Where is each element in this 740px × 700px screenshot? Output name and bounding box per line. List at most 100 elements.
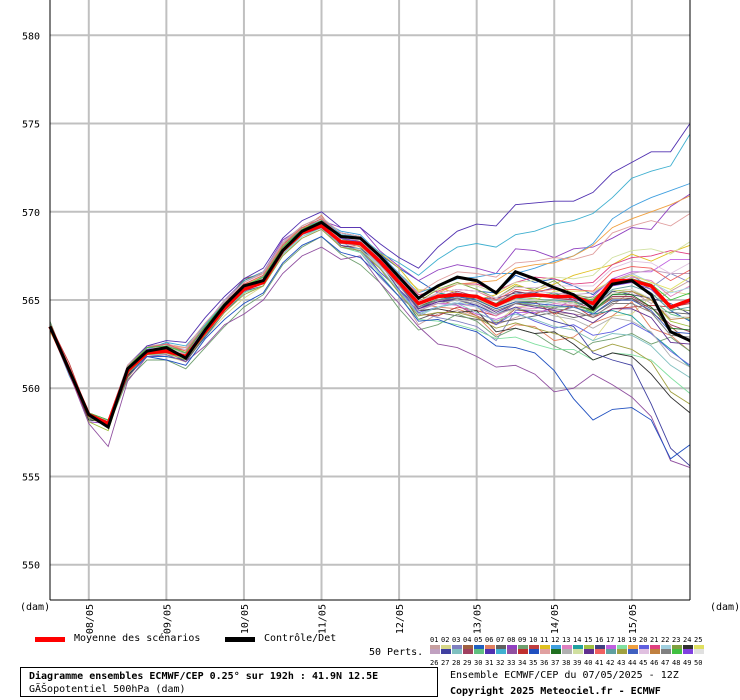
perturbation-line-32 — [49, 133, 691, 423]
y-tick-label: 570 — [22, 208, 40, 219]
pert-legend-number: 19 — [628, 636, 637, 644]
pert-legend-swatch — [474, 649, 484, 654]
pert-legend-number: 28 — [452, 659, 461, 667]
pert-legend-swatch — [507, 649, 517, 654]
pert-legend-number: 03 — [452, 636, 461, 644]
pert-legend-swatch — [529, 649, 539, 654]
pert-legend-number: 26 — [430, 659, 439, 667]
pert-legend-number: 32 — [496, 659, 505, 667]
pert-legend-swatch — [628, 645, 638, 650]
control-line — [48, 220, 691, 430]
diagram-subtitle: GÃŠopotentiel 500hPa (dam) — [29, 684, 186, 695]
pert-legend-swatch — [474, 645, 484, 650]
pert-legend-number: 02 — [441, 636, 450, 644]
pert-legend-number: 29 — [463, 659, 472, 667]
perturbation-line-38 — [49, 225, 691, 425]
pert-legend-swatch — [452, 645, 462, 650]
perturbation-line-35 — [49, 235, 691, 460]
pert-legend-swatch — [441, 645, 451, 650]
pert-legend-number: 37 — [551, 659, 560, 667]
pert-legend-number: 12 — [551, 636, 560, 644]
pert-legend-swatch — [485, 645, 495, 650]
y-tick-label: 555 — [22, 472, 40, 483]
main-series — [48, 220, 691, 430]
pert-legend-swatch — [540, 649, 550, 654]
pert-legend-number: 42 — [606, 659, 615, 667]
control-legend-swatch — [225, 637, 255, 642]
chart-axes: 550 555 560 565 570 575 580 08/05 09/05 10/05 11/0… — [20, 0, 740, 634]
pert-legend-number: 49 — [683, 659, 692, 667]
pert-legend-swatch — [562, 649, 572, 654]
mean-legend-swatch — [35, 637, 65, 642]
pert-legend-number: 40 — [584, 659, 593, 667]
pert-legend-swatch — [639, 645, 649, 650]
pert-legend-number: 16 — [595, 636, 604, 644]
pert-legend-number: 45 — [639, 659, 648, 667]
pert-legend-number: 33 — [507, 659, 516, 667]
pert-legend-swatch — [628, 649, 638, 654]
pert-legend-swatch — [463, 645, 473, 650]
pert-legend-swatch — [518, 645, 528, 650]
pert-legend-number: 35 — [529, 659, 538, 667]
pert-legend-swatch — [672, 645, 682, 650]
pert-legend-number: 46 — [650, 659, 659, 667]
x-tick-label: 13/05 — [473, 604, 484, 634]
pert-legend-number: 23 — [672, 636, 681, 644]
pert-legend-number: 22 — [661, 636, 670, 644]
pert-legend-number: 50 — [694, 659, 703, 667]
pert-legend-swatch — [452, 649, 462, 654]
perturbation-line-01 — [49, 221, 691, 423]
pert-legend-number: 04 — [463, 636, 472, 644]
y-tick-label: 580 — [22, 31, 40, 42]
pert-legend-number: 38 — [562, 659, 571, 667]
pert-legend-swatch — [694, 645, 704, 650]
pert-legend-number: 41 — [595, 659, 604, 667]
pert-legend-swatch — [694, 649, 704, 654]
pert-legend-number: 43 — [617, 659, 626, 667]
mean-legend-label: Moyenne des scénarios — [74, 633, 201, 644]
pert-legend-swatch — [430, 645, 440, 650]
diagram-title: Diagramme ensembles ECMWF/CEP 0.25° sur … — [29, 671, 379, 682]
ensemble-chart: 550 555 560 565 570 575 580 08/05 09/05 10/05 11/0… — [20, 0, 740, 634]
pert-legend-number: 05 — [474, 636, 483, 644]
pert-legend-swatch — [617, 645, 627, 650]
perturbation-line-09 — [49, 235, 691, 428]
y-tick-label: 565 — [22, 296, 40, 307]
pert-legend-swatch — [551, 649, 561, 654]
perturbation-line-27 — [49, 223, 691, 467]
pert-legend-number: 44 — [628, 659, 637, 667]
copyright-label: Copyright 2025 Meteociel.fr - ECMWF — [450, 686, 661, 697]
y-tick-label: 560 — [22, 384, 40, 395]
pert-legend-swatch — [639, 649, 649, 654]
pert-legend-number: 20 — [639, 636, 648, 644]
pert-legend-number: 27 — [441, 659, 450, 667]
perturbations-legend-label: 50 Perts. — [369, 647, 424, 658]
x-unit-label-right: (dam) — [710, 602, 740, 613]
info-box: Diagramme ensembles ECMWF/CEP 0.25° sur … — [20, 667, 438, 697]
pert-legend-swatch — [529, 645, 539, 650]
pert-legend-number: 25 — [694, 636, 703, 644]
x-tick-label: 11/05 — [318, 604, 329, 634]
pert-legend-swatch — [573, 645, 583, 650]
pert-legend-number: 18 — [617, 636, 626, 644]
pert-legend-number: 14 — [573, 636, 582, 644]
pert-legend-swatch — [441, 649, 451, 654]
pert-legend-swatch — [595, 645, 605, 650]
perturbation-line-31 — [49, 123, 691, 421]
y-tick-label: 575 — [22, 120, 40, 131]
pert-legend-number: 10 — [529, 636, 538, 644]
x-tick-label: 12/05 — [395, 604, 406, 634]
pert-legend-number: 09 — [518, 636, 527, 644]
pert-legend-swatch — [562, 645, 572, 650]
pert-legend-swatch — [496, 649, 506, 654]
pert-legend-number: 11 — [540, 636, 549, 644]
pert-legend-swatch — [672, 649, 682, 654]
pert-legend-number: 21 — [650, 636, 659, 644]
perturbation-line-33 — [49, 246, 691, 469]
pert-legend-swatch — [430, 649, 440, 654]
x-tick-label: 10/05 — [240, 604, 251, 634]
pert-legend-number: 13 — [562, 636, 571, 644]
pert-legend-swatch — [507, 645, 517, 650]
pert-legend-number: 47 — [661, 659, 670, 667]
pert-legend-swatch — [485, 649, 495, 654]
